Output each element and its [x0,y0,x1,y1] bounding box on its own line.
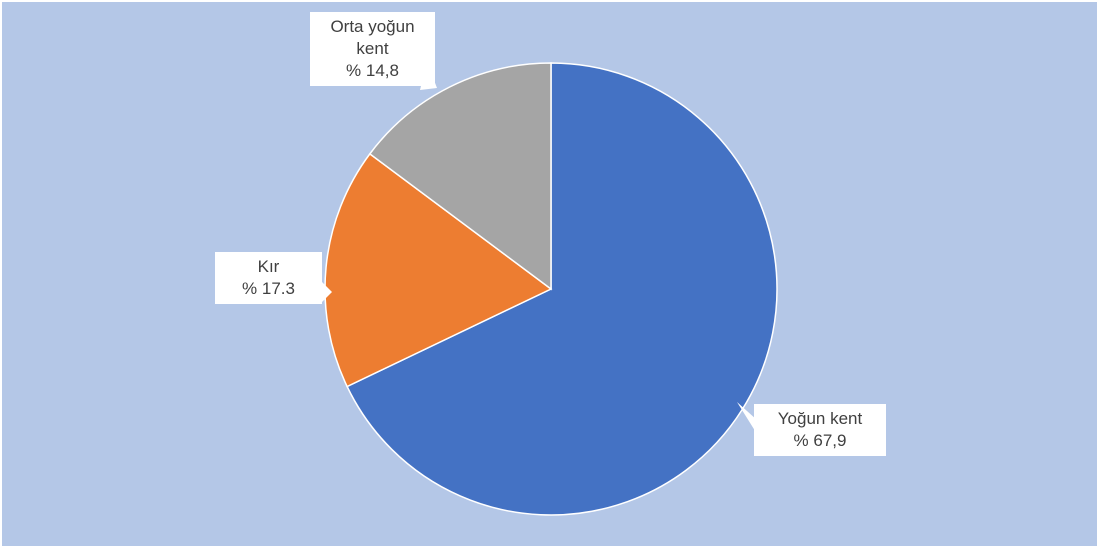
data-label: Kır % 17.3 [215,252,322,304]
callout-pointer [322,282,332,302]
callout-pointer [737,402,757,434]
data-label: Orta yoğun kent % 14,8 [310,12,435,86]
pie-slice [324,152,553,388]
category-label: Yoğun kent [777,409,863,428]
value-label: % 17.3 [242,279,295,298]
pie-slice [368,62,552,291]
value-label: % 67,9 [793,431,847,450]
value-label: % 14,8 [346,61,399,80]
category-label: Kır [257,257,280,276]
category-label: Orta yoğun kent [330,17,415,58]
data-label: Yoğun kent % 67,9 [754,404,886,456]
